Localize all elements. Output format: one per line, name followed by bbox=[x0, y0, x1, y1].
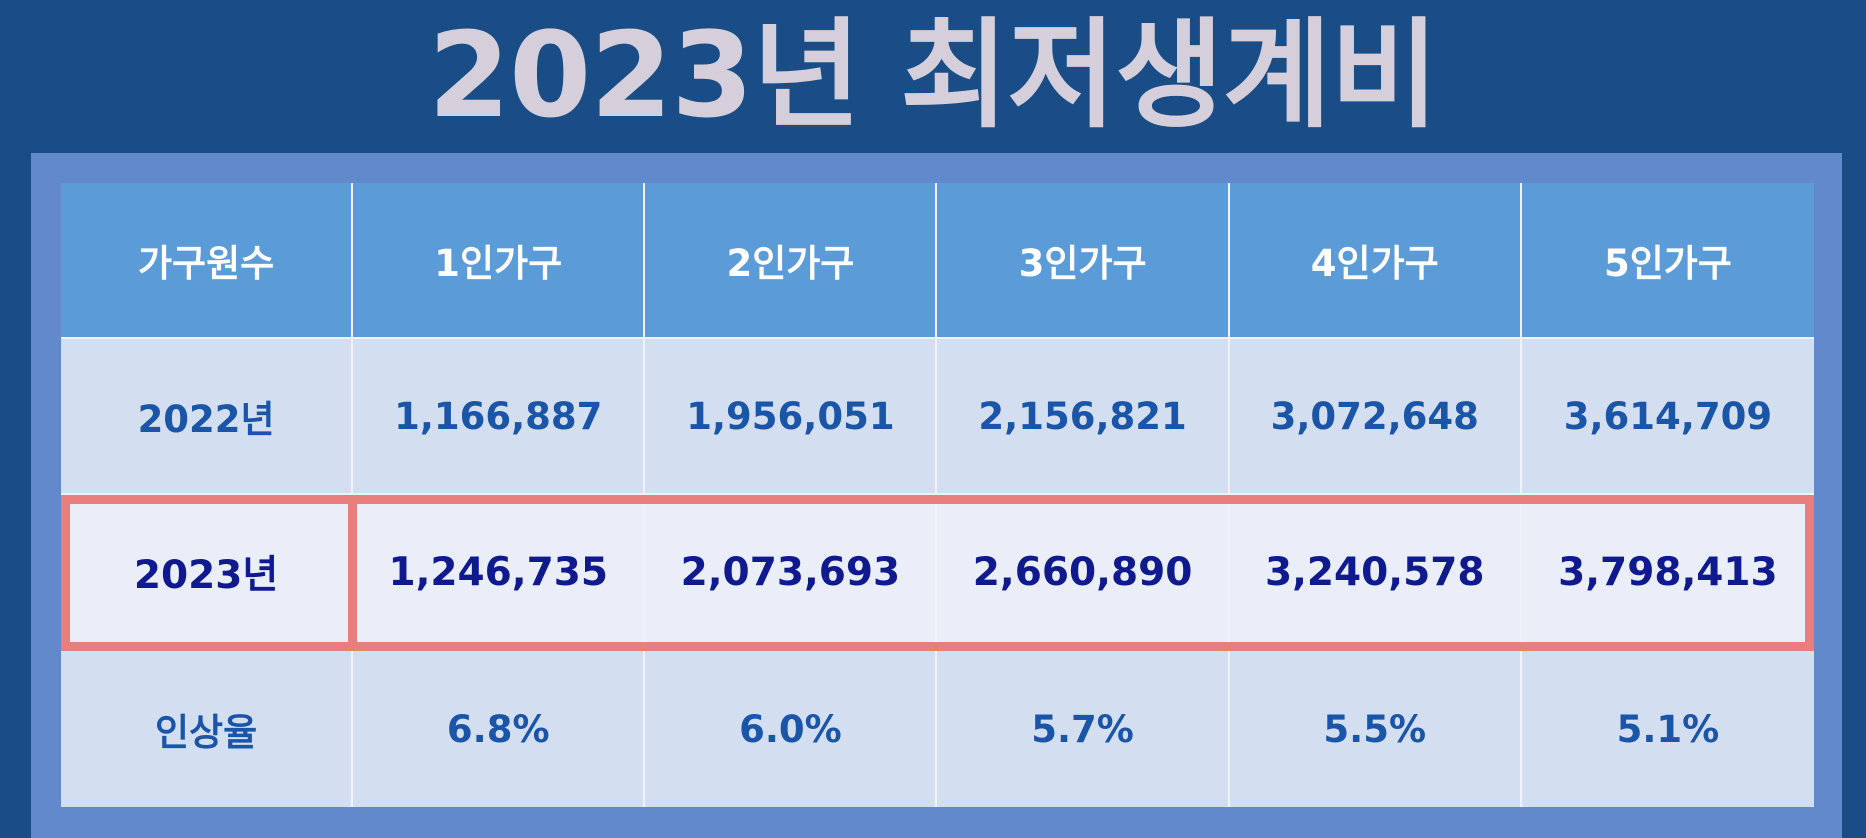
header-2-person: 2인가구 bbox=[645, 183, 938, 339]
table-cell: 5.1% bbox=[1521, 651, 1814, 807]
header-3-person: 3인가구 bbox=[937, 183, 1230, 339]
table-cell: 1,246,735 bbox=[353, 495, 646, 651]
header-1-person: 1인가구 bbox=[353, 183, 646, 339]
table-cell: 6.0% bbox=[645, 651, 938, 807]
header-5-person: 5인가구 bbox=[1521, 183, 1814, 339]
table-cell: 2,073,693 bbox=[645, 495, 938, 651]
row-label-increase-rate: 인상율 bbox=[61, 651, 354, 807]
header-4-person: 4인가구 bbox=[1229, 183, 1522, 339]
table-cell: 2,660,890 bbox=[937, 495, 1230, 651]
min-cost-of-living-table: 가구원수 1인가구 2인가구 3인가구 4인가구 5인가구 2022년 1,16… bbox=[61, 183, 1814, 807]
table-cell: 3,798,413 bbox=[1521, 495, 1814, 651]
row-label-2023: 2023년 bbox=[61, 495, 354, 651]
table-cell: 2,156,821 bbox=[937, 339, 1230, 495]
table-cell: 6.8% bbox=[353, 651, 646, 807]
table-cell: 3,072,648 bbox=[1229, 339, 1522, 495]
row-label-2022: 2022년 bbox=[61, 339, 354, 495]
table-cell: 3,240,578 bbox=[1229, 495, 1522, 651]
header-household-size: 가구원수 bbox=[61, 183, 354, 339]
table-cell: 5.5% bbox=[1229, 651, 1522, 807]
table-cell: 5.7% bbox=[937, 651, 1230, 807]
table-cell: 3,614,709 bbox=[1521, 339, 1814, 495]
page-title: 2023년 최저생계비 bbox=[428, 6, 1439, 144]
table-cell: 1,956,051 bbox=[645, 339, 938, 495]
table-cell: 1,166,887 bbox=[353, 339, 646, 495]
